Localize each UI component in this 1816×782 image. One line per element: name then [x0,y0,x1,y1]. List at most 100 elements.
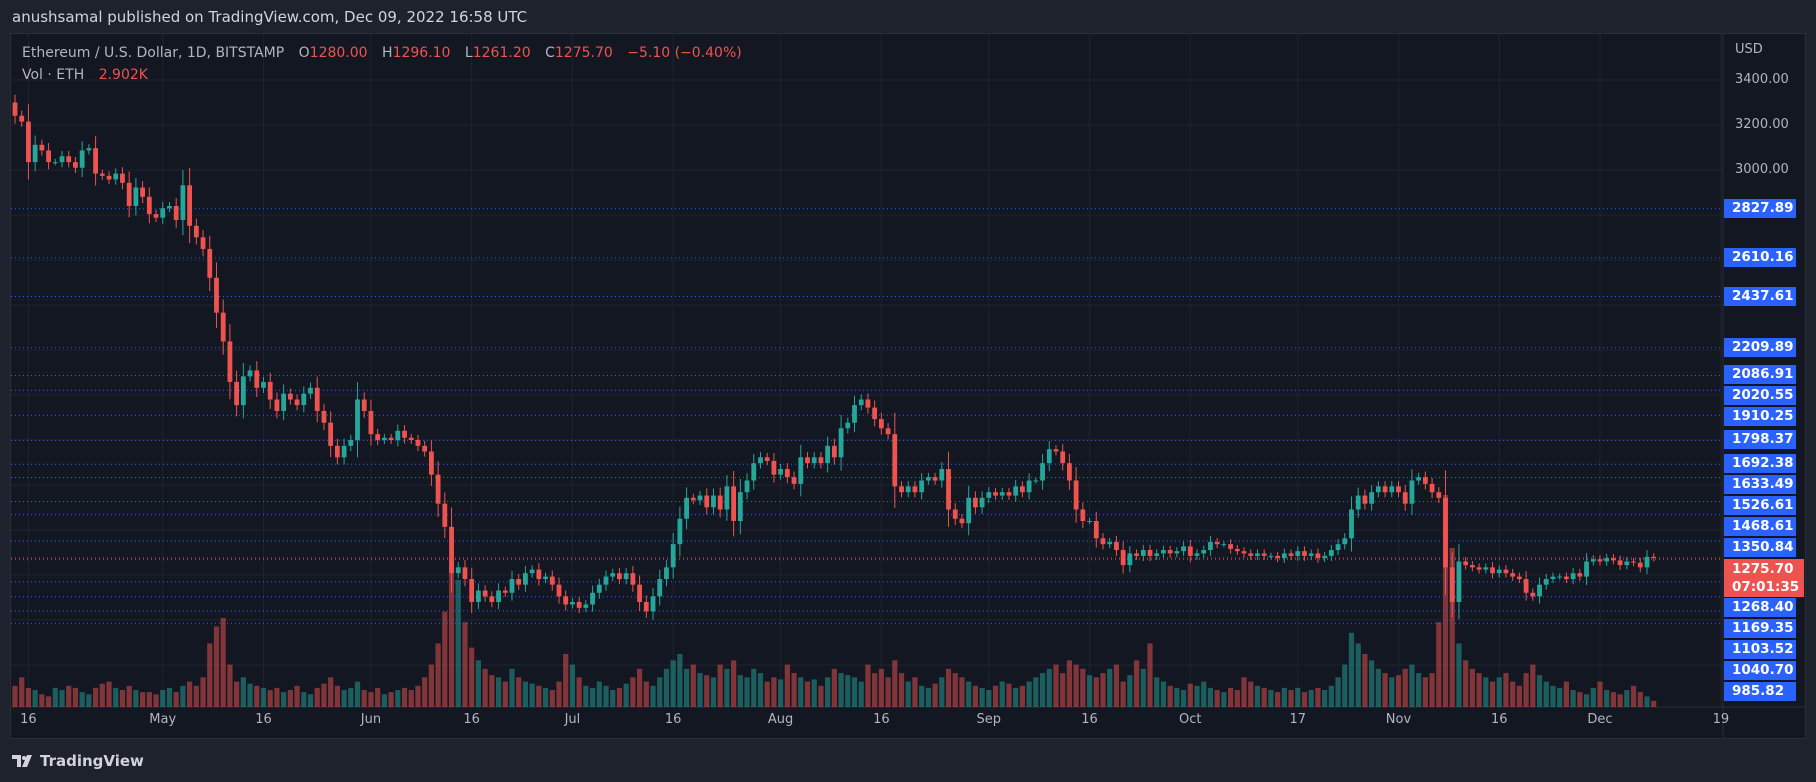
candle-body [1187,546,1193,556]
volume-bar [1496,677,1502,707]
level-price-label: 2437.61 [1724,286,1796,306]
volume-bar [563,654,569,707]
volume-bar [341,690,347,707]
candle-body [972,497,978,508]
volume-bar [354,681,361,707]
volume-bar [45,696,52,707]
close-label: C [545,45,555,61]
candle-body [1637,562,1643,568]
candle-body [153,214,159,218]
volume-bar [1557,687,1563,707]
volume-bar [113,687,119,707]
candle-body [1033,480,1039,482]
volume-bar [12,685,18,707]
volume-bar [495,677,502,707]
candle-body [1335,544,1341,551]
candle-body [1154,553,1160,556]
volume-bar [1630,685,1637,707]
candle-body [1234,548,1240,552]
volume-bar [59,690,65,707]
volume-bar [1382,673,1388,707]
volume-bar [1510,681,1516,707]
volume-bar [966,681,972,707]
volume-bar [1523,673,1529,707]
volume-bar [39,694,45,707]
volume-bar [657,677,663,707]
time-axis-label: Aug [767,712,794,727]
volume-bar [744,677,750,707]
volume-bar [462,622,468,707]
candle-body [999,492,1005,496]
volume-bar [1328,685,1334,707]
candle-body [1443,497,1448,568]
candle-body [180,185,186,220]
volume-label[interactable]: Vol · ETH [22,67,85,83]
candle-body [482,590,488,597]
candle-body [1496,569,1502,574]
volume-bar [1033,677,1039,707]
volume-bar [898,673,905,707]
candle-body [1167,550,1173,554]
volume-bar [905,681,911,707]
candle-body [93,148,98,174]
chart-pane[interactable] [10,33,1806,739]
candle-body [274,399,280,411]
symbol-title[interactable]: Ethereum / U.S. Dollar, 1D, BITSTAMP [22,45,285,61]
volume-bar [448,558,455,707]
candle-body [1523,579,1529,593]
candle-body [1409,480,1415,504]
volume-bar [401,687,408,707]
volume-row: Vol · ETH 2.902K [22,64,742,86]
candle-body [1006,492,1012,496]
volume-bar [932,683,938,707]
volume-bar [1402,668,1408,707]
volume-bar [281,692,287,707]
candle-body [1053,449,1059,452]
candle-body [334,445,340,458]
candle-body [912,486,918,493]
candle-body [1644,556,1650,568]
candle-body [623,573,629,580]
volume-bar [361,690,367,707]
volume-bar [704,675,710,707]
candle-body [529,569,535,574]
candle-body [39,144,45,151]
volume-bar [227,664,233,707]
volume-bar [1288,690,1294,707]
currency-label: USD [1735,42,1763,57]
candle-body [1241,551,1247,554]
volume-bar [475,660,482,707]
volume-bar [119,690,126,707]
candle-body [731,486,737,521]
candle-body [979,497,985,508]
volume-bar [314,687,320,707]
candle-body [677,518,683,545]
candle-body [1127,553,1133,566]
level-price-label: 1468.61 [1724,517,1796,537]
bar-countdown: 07:01:35 [1732,579,1800,596]
candle-body [287,393,293,400]
candle-body [146,196,152,215]
candle-body [536,569,542,580]
candle-body [220,312,226,342]
volume-bar [1651,700,1657,707]
volume-bar [106,681,112,707]
tradingview-logo[interactable]: TradingView [12,752,144,770]
candle-body [1194,553,1200,556]
price-axis-tick: 3400.00 [1735,72,1789,87]
volume-bar [1422,677,1428,707]
time-axis-label: 16 [873,712,890,727]
volume-bar [999,681,1005,707]
candle-body [1073,480,1079,510]
volume-bar [1436,622,1442,707]
high-label: H [382,45,393,61]
volume-bar [1127,675,1133,707]
candle-body [402,430,407,438]
volume-bar [1590,687,1596,707]
candle-body [59,156,65,163]
volume-bar [757,673,764,707]
volume-bar [697,673,703,707]
candle-body [1093,521,1099,539]
candle-body [496,590,501,602]
